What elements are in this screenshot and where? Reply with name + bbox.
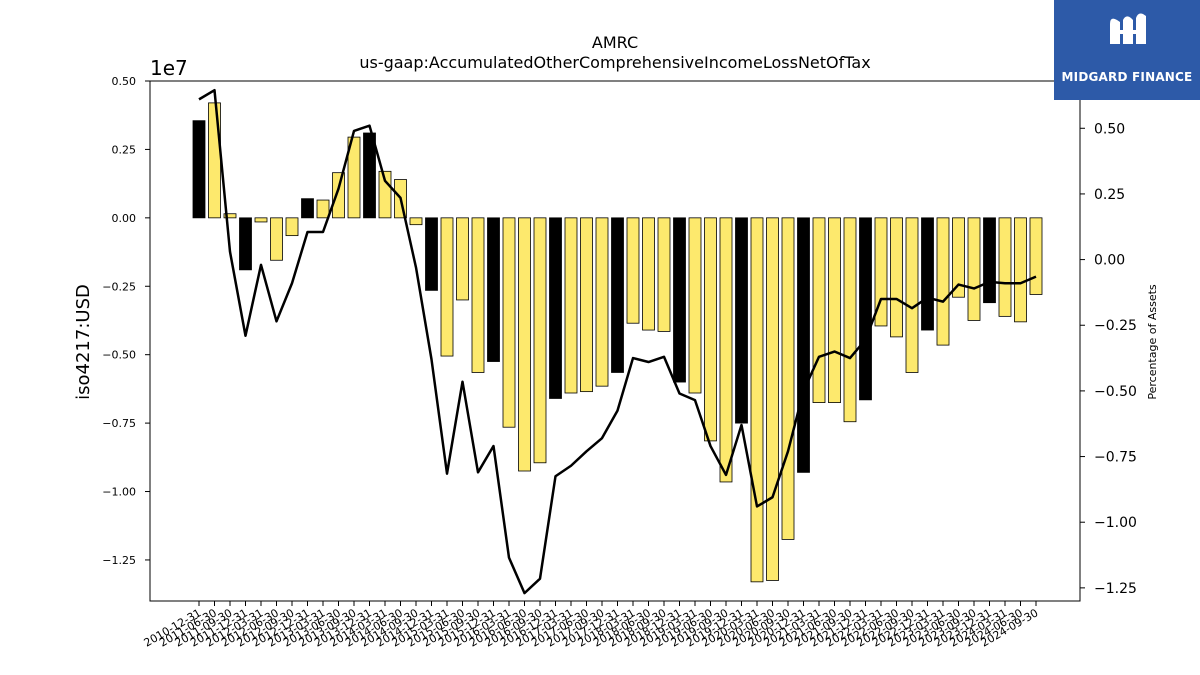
bar-2024-06-30 bbox=[1014, 217, 1027, 323]
bar-2019-12-31 bbox=[735, 217, 748, 424]
y2-tick-label: −0.25 bbox=[1094, 318, 1137, 334]
bar-2022-12-31 bbox=[921, 217, 934, 331]
midgard-logo-icon bbox=[1110, 13, 1146, 44]
y2-tick-label: 0.25 bbox=[1094, 187, 1125, 203]
bar-2013-06-30 bbox=[332, 172, 345, 219]
bar-2012-06-30 bbox=[270, 217, 283, 261]
bar-2012-09-30 bbox=[285, 217, 299, 237]
bar-2021-12-31 bbox=[859, 217, 872, 401]
y-tick-label: −0.25 bbox=[102, 280, 136, 293]
y2-tick-label: −0.75 bbox=[1094, 450, 1137, 466]
bar-2021-03-31 bbox=[812, 217, 826, 403]
bar-2018-03-31 bbox=[626, 217, 640, 324]
bar-2020-03-31 bbox=[750, 217, 764, 583]
y2-tick-label: 0.00 bbox=[1094, 253, 1125, 269]
bars-group bbox=[192, 102, 1043, 583]
y2-tick-label: −0.50 bbox=[1094, 384, 1137, 400]
bar-2020-12-31 bbox=[797, 217, 810, 473]
bar-2017-03-31 bbox=[564, 217, 578, 394]
bar-2019-03-31 bbox=[688, 217, 702, 394]
y-tick-label: 0.00 bbox=[112, 212, 137, 225]
bar-2022-09-30 bbox=[905, 217, 919, 373]
y-tick-label: −0.50 bbox=[102, 349, 136, 362]
x-axis: 2010-12-312011-06-302011-09-302011-12-31… bbox=[142, 601, 1041, 650]
midgard-finance-logo: MIDGARD FINANCE bbox=[1054, 0, 1200, 100]
left-axis: 0.50 0.25 0.00 −0.25 −0.50 −0.75 −1.00 −1.25 bbox=[102, 75, 150, 567]
bar-2013-03-31 bbox=[316, 199, 330, 219]
bar-2010-12-31 bbox=[192, 120, 206, 219]
bar-2015-12-31 bbox=[487, 217, 500, 362]
right-axis: 0.50 0.25 0.00 −0.25 −0.50 −0.75 −1.00 −1.25 bbox=[1080, 121, 1137, 597]
y-tick-label: −0.75 bbox=[102, 417, 136, 430]
percentage-line bbox=[198, 88, 1037, 595]
chart-subtitle: us-gaap:AccumulatedOtherComprehensiveInc… bbox=[359, 53, 870, 72]
y-tick-label: 0.50 bbox=[112, 75, 137, 88]
y-tick-label: 0.25 bbox=[112, 143, 137, 156]
bar-2023-12-31 bbox=[983, 217, 996, 304]
bar-2019-06-30 bbox=[704, 217, 717, 442]
y2-axis-label: Percentage of Assets bbox=[1146, 284, 1159, 400]
bar-2015-06-30 bbox=[456, 217, 469, 301]
bar-2023-06-30 bbox=[952, 217, 965, 298]
bar-2013-12-31 bbox=[363, 132, 376, 219]
bar-2017-06-30 bbox=[580, 217, 593, 393]
plot-frame bbox=[149, 80, 1081, 602]
bar-2014-09-30 bbox=[409, 217, 423, 226]
chart-title: AMRC bbox=[592, 33, 638, 52]
bar-2024-09-30 bbox=[1029, 217, 1043, 295]
line-group bbox=[198, 88, 1037, 595]
y-scale-label: 1e7 bbox=[150, 56, 188, 80]
bar-2016-03-31 bbox=[502, 217, 516, 428]
bar-2022-06-30 bbox=[890, 217, 903, 338]
bar-2023-09-30 bbox=[967, 217, 981, 321]
bar-2015-03-31 bbox=[440, 217, 454, 357]
bar-2012-12-31 bbox=[301, 198, 314, 219]
y2-tick-label: −1.25 bbox=[1094, 581, 1137, 597]
bar-2011-06-30 bbox=[208, 102, 221, 219]
bar-2016-06-30 bbox=[518, 217, 531, 472]
y-tick-label: −1.25 bbox=[102, 554, 136, 567]
bar-2014-12-31 bbox=[425, 217, 438, 291]
bar-2020-09-30 bbox=[781, 217, 795, 540]
bar-2020-06-30 bbox=[766, 217, 779, 581]
bar-2011-12-31 bbox=[239, 217, 252, 271]
bar-2017-12-31 bbox=[611, 217, 624, 373]
bar-2021-09-30 bbox=[843, 217, 857, 423]
y2-tick-label: 0.50 bbox=[1094, 121, 1125, 137]
bar-2016-12-31 bbox=[549, 217, 562, 399]
y2-tick-label: −1.00 bbox=[1094, 515, 1137, 531]
bar-2018-06-30 bbox=[642, 217, 655, 331]
bar-2011-09-30 bbox=[223, 213, 237, 219]
y-axis-label: iso4217:USD bbox=[73, 284, 94, 400]
bar-2012-03-31 bbox=[254, 217, 268, 223]
bar-2017-09-30 bbox=[595, 217, 609, 387]
bar-2016-09-30 bbox=[533, 217, 547, 464]
bar-2015-09-30 bbox=[471, 217, 485, 373]
bar-2013-09-30 bbox=[347, 136, 361, 219]
y-tick-label: −1.00 bbox=[102, 486, 136, 499]
bar-2018-09-30 bbox=[657, 217, 671, 332]
bar-2019-09-30 bbox=[719, 217, 733, 483]
logo-text: MIDGARD FINANCE bbox=[1061, 70, 1193, 84]
bar-2024-03-31 bbox=[998, 217, 1012, 317]
bar-2023-03-31 bbox=[936, 217, 950, 346]
bar-2018-12-31 bbox=[673, 217, 686, 383]
bar-2021-06-30 bbox=[828, 217, 841, 403]
